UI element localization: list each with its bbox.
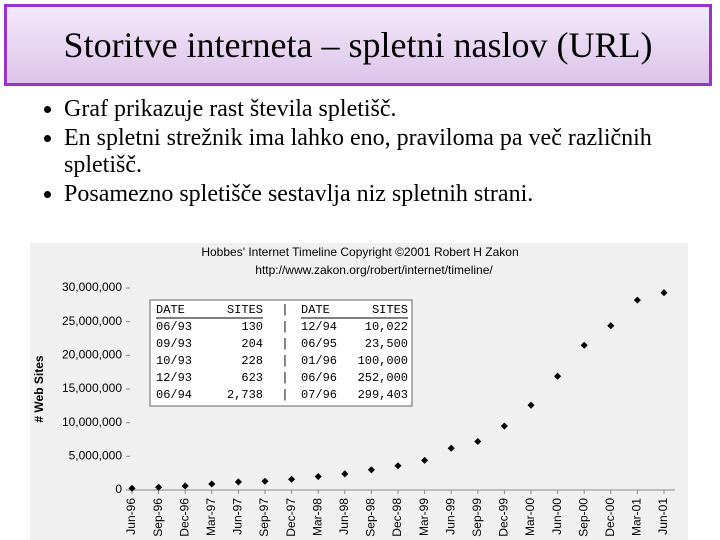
- table-header: DATE: [301, 303, 330, 317]
- table-cell: 09/93: [156, 337, 192, 351]
- marker: [181, 482, 189, 490]
- y-tick-label: 0: [115, 482, 122, 496]
- marker: [234, 478, 242, 486]
- marker: [367, 466, 375, 474]
- table-cell: 130: [241, 320, 263, 334]
- table-cell: |: [281, 354, 288, 368]
- table-cell: 06/95: [301, 337, 337, 351]
- chart-subtitle: http://www.zakon.org/robert/internet/tim…: [255, 263, 493, 277]
- y-tick-label: 5,000,000: [69, 449, 123, 463]
- marker: [633, 296, 641, 304]
- y-tick-label: 20,000,000: [62, 348, 122, 362]
- table-cell: 10/93: [156, 354, 192, 368]
- bullet-list: Graf prikazuje rast števila spletišč. En…: [28, 96, 704, 210]
- table-header: SITES: [227, 303, 263, 317]
- marker: [288, 475, 296, 483]
- y-axis-label: # Web Sites: [32, 355, 46, 422]
- table-header: SITES: [372, 303, 408, 317]
- bullet: En spletni strežnik ima lahko eno, pravi…: [64, 125, 704, 179]
- x-tick-label: Sep-96: [151, 498, 165, 537]
- table-cell: 623: [241, 371, 263, 385]
- bullet: Posamezno spletišče sestavlja niz spletn…: [64, 181, 704, 208]
- marker: [580, 341, 588, 349]
- marker: [447, 444, 455, 452]
- x-tick-label: Sep-99: [470, 498, 484, 537]
- x-tick-label: Mar-99: [417, 498, 431, 536]
- y-tick-label: 15,000,000: [62, 381, 122, 395]
- x-tick-label: Mar-98: [310, 498, 324, 536]
- table-cell: 12/93: [156, 371, 192, 385]
- y-tick-label: 10,000,000: [62, 415, 122, 429]
- marker: [474, 437, 482, 446]
- table-cell: 299,403: [358, 388, 408, 402]
- table-cell: |: [281, 320, 288, 334]
- x-tick-label: Sep-97: [257, 498, 271, 537]
- table-cell: |: [281, 337, 288, 351]
- table-cell: 23,500: [365, 337, 408, 351]
- table-cell: 06/93: [156, 320, 192, 334]
- bullet: Graf prikazuje rast števila spletišč.: [64, 96, 704, 123]
- marker: [261, 477, 269, 485]
- table-cell: 228: [241, 354, 263, 368]
- table-header: |: [281, 303, 288, 317]
- table-cell: 252,000: [358, 371, 408, 385]
- table-cell: 06/96: [301, 371, 337, 385]
- x-tick-label: Jun-99: [443, 498, 457, 535]
- x-tick-label: Jun-98: [337, 498, 351, 535]
- marker: [527, 401, 535, 409]
- table-cell: 10,022: [365, 320, 408, 334]
- table-cell: |: [281, 388, 288, 402]
- table-cell: 07/96: [301, 388, 337, 402]
- x-tick-label: Jun-00: [550, 498, 564, 535]
- table-cell: 06/94: [156, 388, 192, 402]
- x-tick-label: Dec-99: [497, 498, 511, 537]
- table-cell: 01/96: [301, 354, 337, 368]
- marker: [128, 484, 136, 492]
- x-tick-label: Mar-00: [523, 498, 537, 536]
- x-tick-label: Jun-96: [124, 498, 138, 535]
- table-cell: 204: [241, 337, 263, 351]
- x-tick-label: Dec-00: [603, 498, 617, 537]
- marker: [208, 480, 216, 488]
- marker: [500, 422, 508, 430]
- slide-title: Storitve interneta – spletni naslov (URL…: [4, 4, 712, 86]
- marker: [155, 483, 163, 491]
- x-tick-label: Mar-01: [630, 498, 644, 536]
- marker: [421, 456, 429, 464]
- y-tick-label: 25,000,000: [62, 314, 122, 328]
- chart-title: Hobbes' Internet Timeline Copyright ©200…: [201, 245, 518, 259]
- x-tick-label: Dec-96: [177, 498, 191, 537]
- marker: [341, 470, 349, 478]
- marker: [314, 472, 322, 481]
- x-tick-label: Sep-98: [364, 498, 378, 537]
- table-cell: |: [281, 371, 288, 385]
- marker: [554, 372, 562, 380]
- x-tick-label: Dec-98: [390, 498, 404, 537]
- x-tick-label: Jun-97: [231, 498, 245, 535]
- y-tick-label: 30,000,000: [62, 280, 122, 294]
- x-tick-label: Mar-97: [204, 498, 218, 536]
- table-cell: 100,000: [358, 354, 408, 368]
- x-tick-label: Sep-00: [576, 498, 590, 537]
- marker: [660, 289, 668, 297]
- x-tick-label: Dec-97: [284, 498, 298, 537]
- marker: [607, 322, 615, 330]
- marker: [394, 462, 402, 470]
- table-cell: 2,738: [227, 388, 263, 402]
- x-tick-label: Jun-01: [656, 498, 670, 535]
- table-header: DATE: [156, 303, 185, 317]
- table-cell: 12/94: [301, 320, 337, 334]
